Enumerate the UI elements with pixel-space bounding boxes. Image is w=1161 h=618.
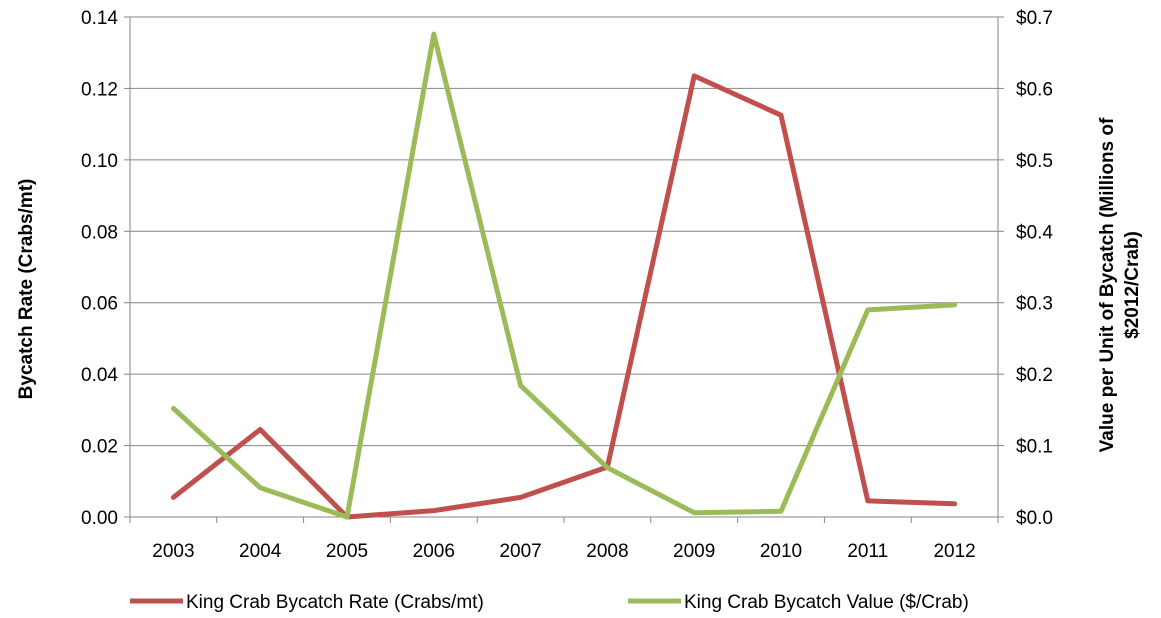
left-tick-label: 0.12 xyxy=(81,79,118,100)
right-tick-label: $0.3 xyxy=(1016,294,1053,315)
right-tick-label: $0.4 xyxy=(1016,222,1053,243)
x-tick-label: 2012 xyxy=(933,541,975,562)
axes xyxy=(124,16,1004,523)
legend: King Crab Bycatch Rate (Crabs/mt) King Cr… xyxy=(130,592,969,613)
right-tick-label: $0.2 xyxy=(1016,365,1053,386)
left-tick-label: 0.14 xyxy=(81,8,118,29)
right-tick-label: $0.5 xyxy=(1016,151,1053,172)
x-tick-label: 2010 xyxy=(760,541,802,562)
right-axis-title-line-2: $2012/Crab) xyxy=(1122,231,1143,339)
gridlines xyxy=(130,16,998,447)
x-tick-label: 2007 xyxy=(499,541,541,562)
right-axis-title-line-1: Value per Unit of Bycatch (Millions of xyxy=(1097,117,1118,452)
right-tick-label: $0.6 xyxy=(1016,79,1053,100)
legend-label-2: King Crab Bycatch Value ($/Crab) xyxy=(684,592,969,613)
x-tick-label: 2006 xyxy=(413,541,455,562)
x-tick-label: 2011 xyxy=(847,541,888,562)
x-tick-label: 2009 xyxy=(673,541,715,562)
right-axis-ticks: $0.0 $0.1 $0.2 $0.3 $0.4 $0.5 $0.6 $0.7 xyxy=(1016,8,1053,529)
left-axis-ticks: 0.00 0.02 0.04 0.06 0.08 0.10 0.12 0.14 xyxy=(81,8,118,529)
left-tick-label: 0.06 xyxy=(81,294,118,315)
legend-label-1: King Crab Bycatch Rate (Crabs/mt) xyxy=(186,592,484,613)
left-tick-label: 0.00 xyxy=(81,508,118,529)
x-tick-label: 2008 xyxy=(586,541,628,562)
x-tick-label: 2004 xyxy=(239,541,282,562)
left-tick-label: 0.10 xyxy=(81,151,118,172)
right-tick-label: $0.0 xyxy=(1016,508,1053,529)
series-lines xyxy=(170,31,958,520)
left-tick-label: 0.04 xyxy=(81,365,118,386)
series-line-1 xyxy=(170,73,958,520)
left-axis-title: Bycatch Rate (Crabs/mt) xyxy=(16,179,37,400)
right-tick-label: $0.7 xyxy=(1016,8,1053,29)
x-tick-label: 2003 xyxy=(152,541,194,562)
x-axis-ticks: 2003 2004 2005 2006 2007 2008 2009 2010 2011 2012 xyxy=(152,541,975,562)
left-axis-title-text: Bycatch Rate (Crabs/mt) xyxy=(16,179,37,400)
right-axis-title: Value per Unit of Bycatch (Millions of $2… xyxy=(1097,117,1143,452)
left-tick-label: 0.08 xyxy=(81,222,118,243)
x-tick-label: 2005 xyxy=(326,541,368,562)
left-tick-label: 0.02 xyxy=(81,437,118,458)
right-tick-label: $0.1 xyxy=(1016,437,1053,458)
series-line-2 xyxy=(170,31,958,520)
